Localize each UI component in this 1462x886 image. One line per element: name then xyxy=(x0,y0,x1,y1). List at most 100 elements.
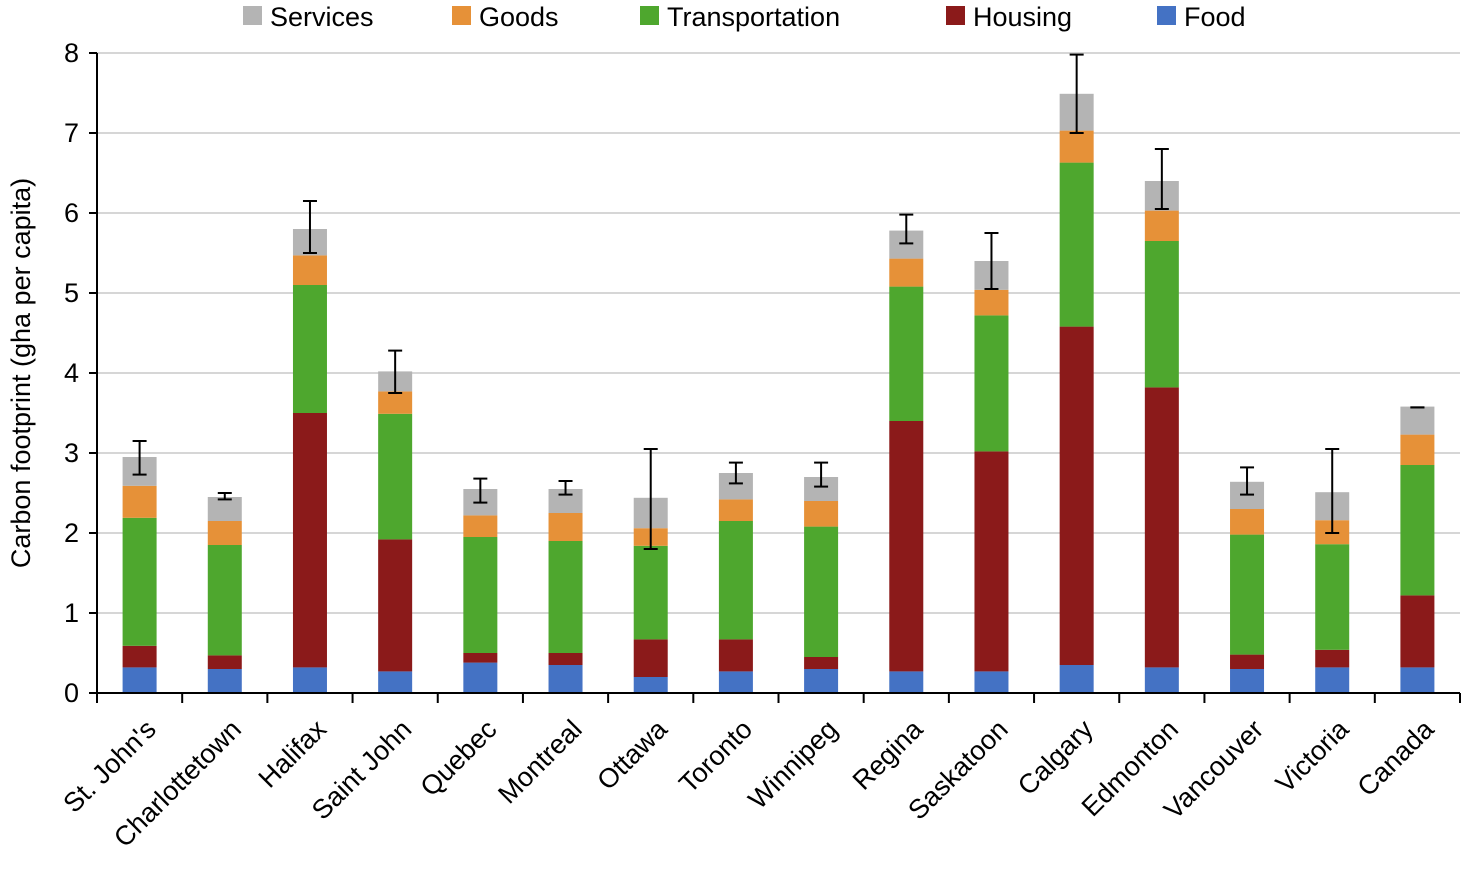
bar-segment-food xyxy=(292,667,327,693)
bar-segment-housing xyxy=(1059,326,1094,665)
bar-segment-housing xyxy=(889,421,924,672)
bar-segment-goods xyxy=(463,515,498,537)
bar-segment-goods xyxy=(1230,509,1265,535)
x-tick-label: Canada xyxy=(1352,713,1441,802)
legend-swatch-food xyxy=(1157,6,1176,25)
bar-segment-food xyxy=(1144,667,1179,693)
legend-label-transportation: Transportation xyxy=(667,2,840,32)
bar-segment-food xyxy=(633,677,668,693)
y-tick-label: 4 xyxy=(64,358,79,388)
y-axis-title: Carbon footprint (gha per capita) xyxy=(6,178,36,568)
x-tick-label: Ottawa xyxy=(591,713,673,795)
bar-segment-housing xyxy=(974,451,1009,672)
bar-segment-food xyxy=(889,671,924,693)
x-tick-label: Montreal xyxy=(492,714,587,809)
y-tick-label: 1 xyxy=(64,598,79,628)
legend-swatch-services xyxy=(243,6,262,25)
bar-segment-transportation xyxy=(463,537,498,653)
x-tick-label: Regina xyxy=(847,713,929,795)
bar-segment-housing xyxy=(633,639,668,677)
bar-segment-food xyxy=(1315,667,1350,693)
x-tick-label: Calgary xyxy=(1012,714,1099,801)
x-tick-label: Winnipeg xyxy=(743,714,844,815)
bar-segment-housing xyxy=(1144,387,1179,668)
bar-segment-transportation xyxy=(718,521,753,640)
x-tick-label: Quebec xyxy=(414,714,502,802)
legend-swatch-goods xyxy=(452,6,471,25)
bar-segment-transportation xyxy=(633,545,668,640)
bar-segment-food xyxy=(122,667,157,693)
axes xyxy=(89,52,1461,703)
bar-segment-goods xyxy=(548,513,583,541)
y-tick-label: 2 xyxy=(64,518,79,548)
bar-segment-transportation xyxy=(1230,534,1265,655)
y-tick-label: 0 xyxy=(64,678,79,708)
bar-segment-goods xyxy=(718,499,753,521)
legend-label-food: Food xyxy=(1184,2,1246,32)
y-tick-label: 3 xyxy=(64,438,79,468)
bar-segment-goods xyxy=(974,289,1009,316)
bar-segment-transportation xyxy=(974,315,1009,452)
bar-segment-transportation xyxy=(207,545,242,656)
bar-segment-goods xyxy=(207,521,242,545)
bar-segment-housing xyxy=(207,655,242,669)
legend-swatch-transportation xyxy=(640,6,659,25)
bar-segment-food xyxy=(1059,665,1094,693)
legend-label-services: Services xyxy=(270,2,374,32)
bar-segment-food xyxy=(463,662,498,693)
bar-segment-housing xyxy=(804,657,839,669)
bar-segment-goods xyxy=(292,255,327,285)
x-tick-label: Halifax xyxy=(253,714,333,794)
bars xyxy=(122,93,1435,693)
bar-segment-food xyxy=(378,671,413,693)
bar-segment-transportation xyxy=(889,286,924,421)
bar-segment-goods xyxy=(378,391,413,414)
bar-segment-housing xyxy=(1315,649,1350,668)
y-tick-label: 6 xyxy=(64,198,79,228)
bar-segment-food xyxy=(1230,669,1265,693)
bar-segment-goods xyxy=(1400,434,1435,465)
bar-segment-food xyxy=(804,669,839,693)
bar-segment-transportation xyxy=(804,526,839,657)
bar-segment-goods xyxy=(889,258,924,287)
bar-segment-housing xyxy=(463,653,498,663)
bar-segment-transportation xyxy=(378,413,413,540)
y-tick-label: 5 xyxy=(64,278,79,308)
bar-segment-food xyxy=(1400,667,1435,693)
bar-segment-transportation xyxy=(1315,544,1350,650)
legend-label-housing: Housing xyxy=(973,2,1072,32)
bar-segment-housing xyxy=(292,413,327,668)
legend: Services Goods Transportation Housing Food xyxy=(243,2,1246,32)
bar-segment-goods xyxy=(1144,210,1179,241)
bar-segment-food xyxy=(718,671,753,693)
bar-segment-transportation xyxy=(548,541,583,653)
bar-segment-transportation xyxy=(292,285,327,413)
bar-segment-housing xyxy=(1400,595,1435,668)
bar-segment-housing xyxy=(548,653,583,665)
y-tick-label: 7 xyxy=(64,118,79,148)
bar-segment-goods xyxy=(804,501,839,527)
bar-segment-food xyxy=(974,671,1009,693)
bar-segment-housing xyxy=(122,645,157,668)
x-tick-label: Victoria xyxy=(1270,713,1355,798)
bar-segment-transportation xyxy=(122,517,157,646)
y-tick-label: 8 xyxy=(64,38,79,68)
bar-segment-services xyxy=(207,497,242,521)
legend-swatch-housing xyxy=(946,6,965,25)
bar-segment-food xyxy=(207,669,242,693)
bar-segment-housing xyxy=(378,539,413,672)
bar-segment-transportation xyxy=(1059,162,1094,327)
bar-segment-transportation xyxy=(1400,465,1435,596)
bar-segment-goods xyxy=(1059,130,1094,163)
legend-label-goods: Goods xyxy=(479,2,559,32)
y-tick-labels: 0 1 2 3 4 5 6 7 8 xyxy=(64,38,79,708)
bar-segment-food xyxy=(548,665,583,693)
bar-segment-housing xyxy=(1230,654,1265,669)
bar-segment-housing xyxy=(718,639,753,672)
bar-segment-services xyxy=(1400,406,1435,435)
error-bars xyxy=(132,53,1425,550)
bar-segment-transportation xyxy=(1144,241,1179,388)
x-tick-label: Toronto xyxy=(673,714,758,799)
